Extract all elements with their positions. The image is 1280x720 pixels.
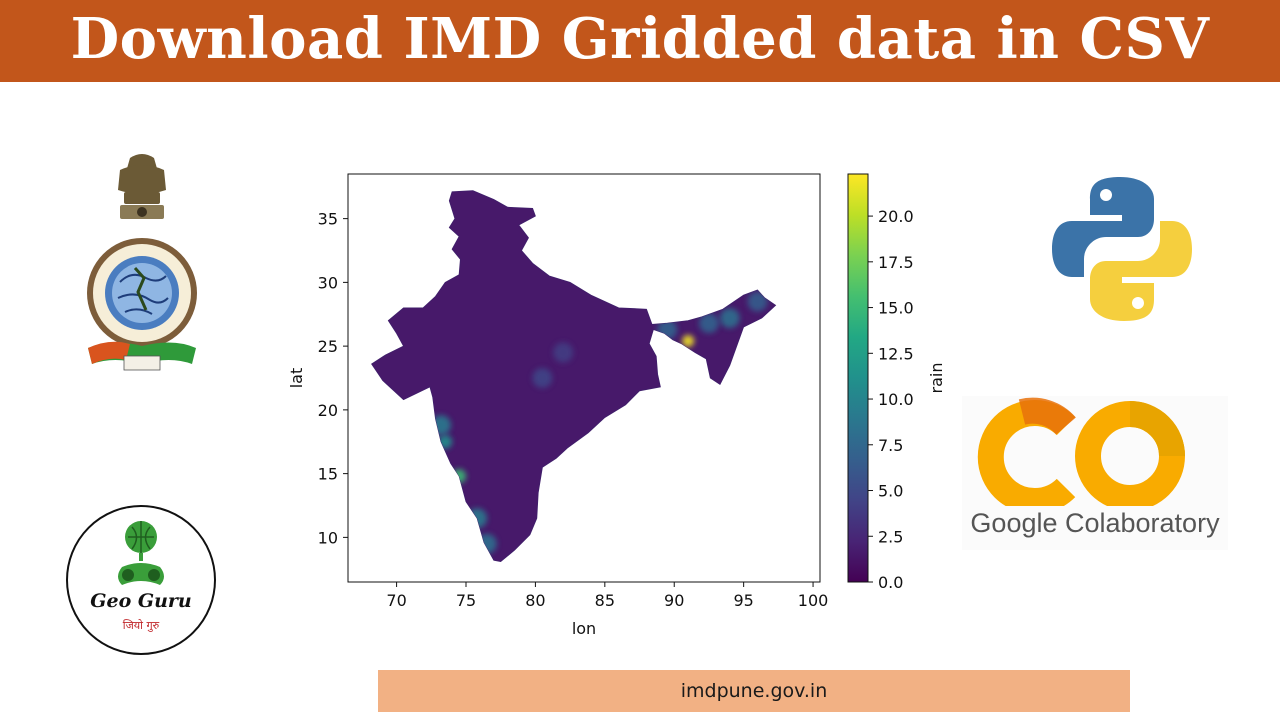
- colorbar-tick-label: 0.0: [878, 573, 903, 592]
- colab-logo: Google Colaboratory: [962, 396, 1228, 550]
- colorbar-tick-label: 2.5: [878, 527, 903, 546]
- rainfall-heatmap: 70 75 80 85 90 95 100 10 15 20 25 30 35 lon lat 0.0…: [287, 173, 946, 638]
- colorbar-tick-label: 5.0: [878, 482, 903, 501]
- colorbar-tick-label: 15.0: [878, 299, 914, 318]
- x-axis-label: lon: [572, 619, 596, 638]
- x-tick-label: 75: [456, 591, 476, 610]
- x-tick-label: 90: [664, 591, 684, 610]
- rain-hotspot: [698, 313, 719, 334]
- rain-hotspot: [719, 308, 740, 329]
- geoguru-name: Geo Guru: [90, 590, 191, 612]
- x-tick-label: 100: [798, 591, 829, 610]
- geoguru-icon: Geo Guru जियो गुरु: [90, 521, 192, 632]
- y-tick-label: 20: [318, 401, 338, 420]
- india-rainfall-region: [371, 190, 777, 563]
- x-tick-label: 95: [733, 591, 753, 610]
- colorbar-tick-label: 17.5: [878, 253, 914, 272]
- colorbar-tick-label: 12.5: [878, 344, 914, 363]
- page-title: Download IMD Gridded data in CSV: [70, 6, 1210, 72]
- imd-emblem-icon: [87, 154, 197, 371]
- rain-hotspot: [747, 291, 768, 312]
- geoguru-tagline: जियो गुरु: [123, 619, 160, 632]
- footer-url: imdpune.gov.in: [680, 680, 828, 702]
- colorbar-label: rain: [927, 363, 946, 394]
- colorbar-tick-label: 20.0: [878, 207, 914, 226]
- rain-hotspot: [553, 342, 574, 363]
- rain-hotspot: [532, 368, 553, 388]
- footer-bar: imdpune.gov.in: [378, 670, 1130, 712]
- title-banner: Download IMD Gridded data in CSV: [0, 0, 1280, 82]
- colab-label: Google Colaboratory: [970, 508, 1220, 538]
- x-tick-label: 80: [525, 591, 545, 610]
- y-tick-label: 15: [318, 465, 338, 484]
- x-tick-label: 70: [386, 591, 406, 610]
- rain-hotspot: [682, 335, 695, 348]
- python-icon: [1052, 177, 1192, 321]
- y-tick-label: 25: [318, 337, 338, 356]
- y-tick-label: 30: [318, 273, 338, 292]
- geoguru-logo: Geo Guru जियो गुरु: [66, 505, 216, 655]
- x-tick-label: 85: [595, 591, 615, 610]
- lion-capital-icon: [118, 154, 166, 219]
- colorbar-tick-label: 10.0: [878, 390, 914, 409]
- colab-icon: [977, 397, 1185, 506]
- y-tick-label: 35: [318, 210, 338, 229]
- colorbar-tick-label: 7.5: [878, 436, 903, 455]
- y-axis-label: lat: [287, 368, 306, 389]
- y-tick-label: 10: [318, 528, 338, 547]
- colorbar: [847, 173, 869, 583]
